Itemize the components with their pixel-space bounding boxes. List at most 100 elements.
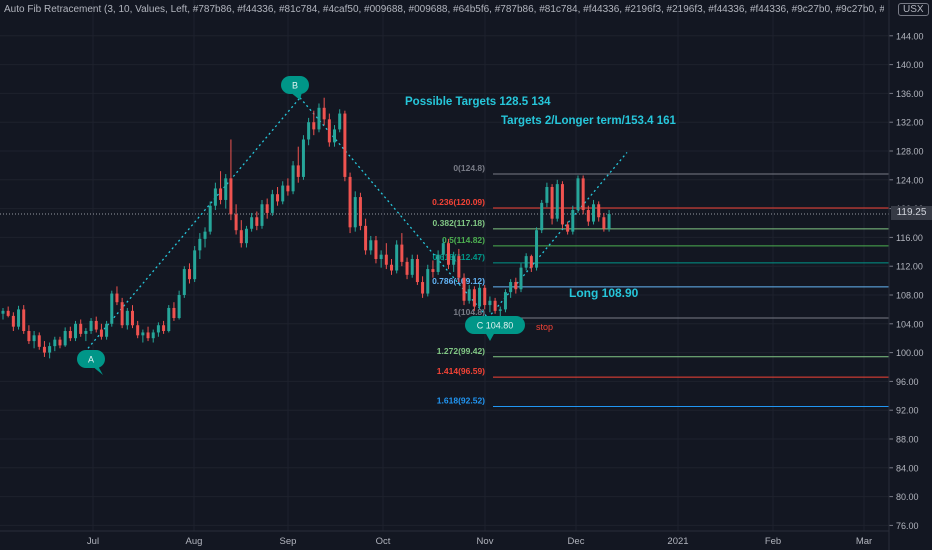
targets2-label: Targets 2/Longer term/153.4 161 [501,115,676,127]
candle [436,250,440,275]
candle [457,248,461,283]
x-tick-label: Nov [477,536,494,547]
candle-body [348,176,352,228]
x-tick-label: Dec [568,536,585,547]
x-tick-label: Jul [87,536,99,547]
candle-body [115,293,119,303]
candle [607,210,611,232]
candle-body [208,205,212,232]
candle [115,286,119,306]
candle [239,220,243,248]
y-tick-label: 96.00 [896,377,919,387]
candle [105,320,109,340]
candle [203,227,207,248]
candle [213,182,217,211]
candle [576,175,580,213]
candle-body [182,269,186,295]
candle-body [545,187,549,203]
candle [384,243,388,270]
candle [110,290,114,327]
candle [478,283,482,310]
candle [250,212,254,232]
candle [99,323,103,340]
candle-body [317,107,321,130]
fib-level-label: 1(104.8) [453,307,485,317]
candle [270,189,274,216]
candle-body [11,315,15,327]
candle-body [446,243,450,265]
candle [224,174,228,209]
candle-body [17,309,21,327]
candle [193,246,197,283]
candle-body [32,335,36,342]
candle [540,199,544,234]
marker-a: A [77,350,105,368]
candle [296,146,300,183]
candle [545,182,549,208]
candle [488,296,492,313]
candle-body [213,188,217,206]
candle-body [358,197,362,226]
candle [566,221,570,235]
stop-label: stop [536,322,554,332]
candle [312,110,316,136]
candle-body [421,282,425,294]
candle-body [172,307,176,319]
candle [63,327,67,347]
candle-body [333,129,337,143]
candle-body [400,244,404,262]
candle [53,336,57,352]
candle [84,328,88,342]
candle-body [27,331,31,342]
candle-body [509,282,513,293]
marker-b-pointer [290,92,302,100]
candle [208,201,212,235]
candle [156,322,160,337]
candle [151,329,155,343]
candle-body [555,184,559,219]
candle [395,240,399,274]
candle-body [415,259,419,283]
candle-body [452,256,456,265]
marker-a-pointer [92,366,103,375]
candle [307,117,311,146]
candle-body [89,320,93,331]
candle [48,342,52,359]
candle-body [395,244,399,271]
marker-b-text: B [292,81,298,91]
candle [586,205,590,226]
candle-body [260,204,264,226]
candle [255,211,259,231]
candle [322,97,326,126]
marker-c: C 104.80 [465,316,525,334]
candle [244,225,248,248]
pattern-markers: A B C 104.80 [77,76,525,375]
fib-level-label: 1.414(96.59) [437,366,485,376]
candle [364,218,368,255]
candle-body [286,185,290,192]
candle [141,329,145,343]
x-tick-label: Mar [856,536,872,547]
candle-body [265,204,269,213]
candle [452,251,456,272]
candle-body [379,254,383,259]
currency-badge[interactable]: USX [898,3,929,16]
x-tick-label: 2021 [667,536,688,547]
candle-body [84,331,88,334]
x-tick-label: Oct [376,536,391,547]
candle-body [540,202,544,231]
candle-body [94,320,98,330]
y-tick-label: 100.00 [896,348,924,358]
candle-body [592,204,596,222]
candle [182,266,186,298]
fib-level-label: 0.5(114.82) [442,235,485,245]
y-tick-label: 140.00 [896,60,924,70]
marker-a-bubble [77,350,105,368]
fib-level-label: 0(124.8) [453,163,485,173]
candle-body [74,323,78,339]
candle [602,212,606,232]
fib-levels: 0(124.8) 0.236(120.09) 0.382(117.18) 0.5(11… [432,163,889,407]
candle [503,289,507,313]
candle [198,233,202,259]
